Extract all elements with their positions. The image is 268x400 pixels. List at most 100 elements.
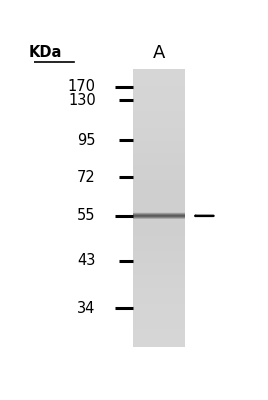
Bar xyxy=(133,71,185,72)
Bar xyxy=(133,262,185,264)
Bar xyxy=(133,128,185,130)
Bar xyxy=(133,250,185,251)
Bar xyxy=(133,265,185,266)
Bar xyxy=(133,280,185,281)
Bar xyxy=(133,322,185,323)
Bar xyxy=(133,158,185,159)
Bar xyxy=(133,73,185,74)
Bar xyxy=(133,185,185,186)
Bar xyxy=(133,301,185,302)
Bar xyxy=(133,294,185,295)
Bar xyxy=(133,230,185,231)
Bar xyxy=(133,203,185,204)
Bar xyxy=(133,221,185,222)
Bar xyxy=(133,92,185,94)
Bar xyxy=(133,198,185,199)
Bar xyxy=(133,149,185,150)
Bar xyxy=(133,298,185,299)
Bar xyxy=(133,120,185,121)
Bar xyxy=(133,164,185,165)
Bar xyxy=(133,331,185,332)
Bar xyxy=(133,90,185,91)
Bar xyxy=(133,97,185,98)
Bar xyxy=(133,248,185,249)
Bar xyxy=(133,146,185,147)
Bar xyxy=(133,124,185,125)
Bar xyxy=(133,162,185,163)
Bar xyxy=(133,94,185,96)
Bar xyxy=(133,128,185,129)
Bar xyxy=(133,289,185,290)
Bar xyxy=(133,290,185,291)
Bar xyxy=(133,200,185,201)
Bar xyxy=(133,178,185,180)
Bar xyxy=(133,304,185,305)
Bar xyxy=(133,346,185,347)
Bar xyxy=(133,148,185,149)
Bar xyxy=(133,227,185,228)
Bar xyxy=(133,317,185,318)
Bar xyxy=(133,166,185,168)
Bar xyxy=(133,197,185,198)
Bar xyxy=(133,222,185,223)
Bar xyxy=(133,226,185,227)
Bar xyxy=(133,307,185,308)
Bar xyxy=(133,342,185,343)
Bar xyxy=(133,296,185,298)
Bar xyxy=(133,90,185,92)
Bar xyxy=(133,274,185,275)
Bar xyxy=(133,179,185,180)
Bar xyxy=(133,132,185,133)
Bar xyxy=(133,217,185,218)
Bar xyxy=(133,224,185,225)
Bar xyxy=(133,143,185,144)
Bar xyxy=(133,204,185,205)
Bar xyxy=(133,123,185,124)
Bar xyxy=(133,329,185,330)
Bar xyxy=(133,211,185,212)
Bar xyxy=(133,216,185,217)
Bar xyxy=(133,172,185,173)
Bar xyxy=(133,118,185,120)
Bar xyxy=(133,314,185,315)
Bar xyxy=(133,138,185,139)
Bar xyxy=(133,322,185,324)
Bar xyxy=(133,109,185,110)
Bar xyxy=(133,78,185,79)
Bar xyxy=(133,220,185,221)
Bar xyxy=(133,263,185,264)
Bar xyxy=(133,339,185,340)
Bar xyxy=(133,229,185,230)
Bar xyxy=(133,238,185,239)
Bar xyxy=(133,125,185,126)
Bar xyxy=(133,228,185,230)
Bar xyxy=(133,313,185,314)
Bar xyxy=(133,256,185,257)
Bar xyxy=(133,223,185,224)
Bar xyxy=(133,191,185,192)
Bar xyxy=(133,284,185,286)
Bar xyxy=(133,152,185,154)
Bar xyxy=(133,269,185,270)
Bar xyxy=(133,326,185,327)
Text: 170: 170 xyxy=(68,79,96,94)
Bar xyxy=(133,215,185,216)
Bar xyxy=(133,340,185,341)
Bar xyxy=(133,168,185,169)
Bar xyxy=(133,205,185,206)
Text: 72: 72 xyxy=(77,170,96,185)
Bar xyxy=(133,248,185,250)
Bar xyxy=(133,241,185,242)
Text: 130: 130 xyxy=(68,93,96,108)
Bar xyxy=(133,214,185,216)
Bar xyxy=(133,245,185,246)
Bar xyxy=(133,160,185,161)
Bar xyxy=(133,180,185,181)
Bar xyxy=(133,234,185,235)
Bar xyxy=(133,147,185,148)
Bar xyxy=(133,169,185,170)
Bar xyxy=(133,88,185,89)
Bar xyxy=(133,105,185,106)
Bar xyxy=(133,345,185,346)
Text: A: A xyxy=(153,44,165,62)
